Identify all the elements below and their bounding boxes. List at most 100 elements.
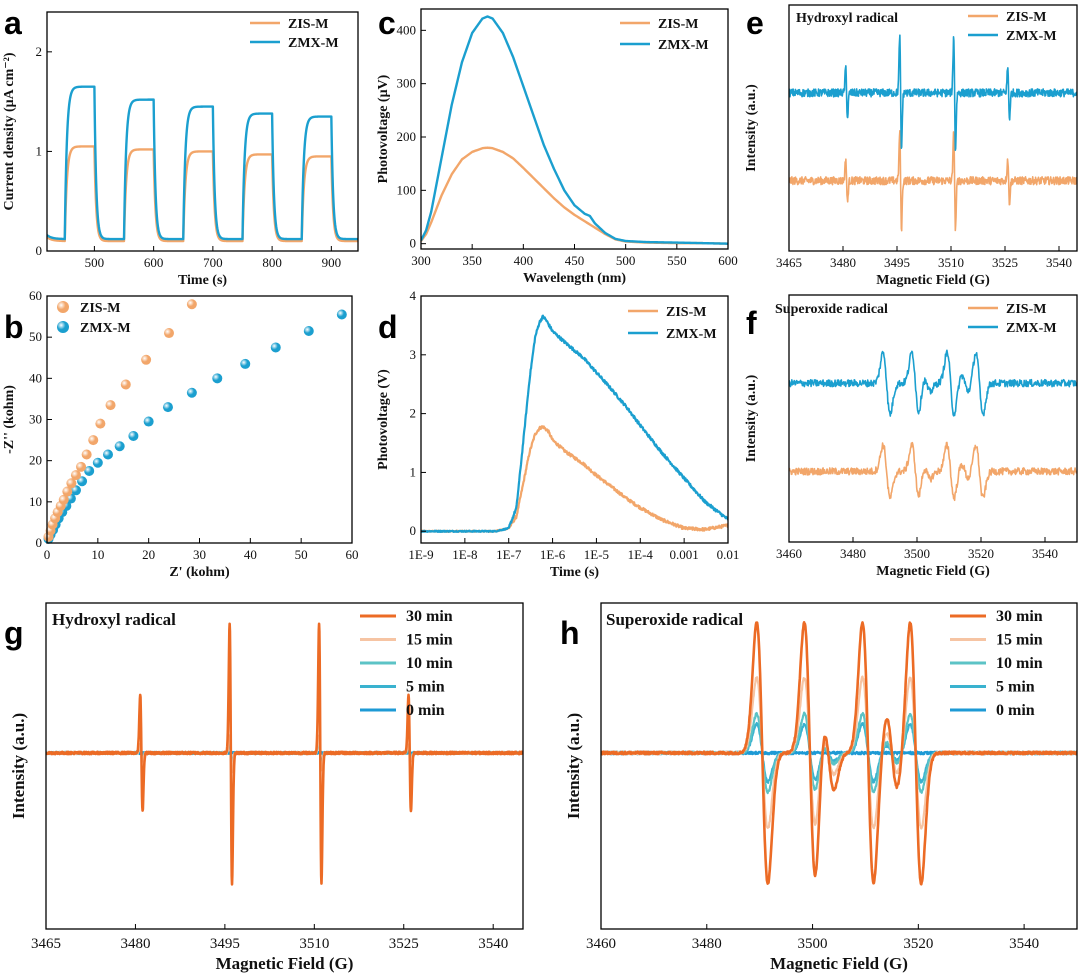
x-axis-label: Magnetic Field (G) [876,564,990,579]
y-axis-label: Intensity (a.u.) [564,713,583,819]
x-tick-label: 0.001 [670,547,699,562]
data-point-zmx-m [92,457,103,468]
chart-title: Hydroxyl radical [52,610,176,629]
x-axis-label: Time (s) [550,565,599,580]
data-point-zmx-m [103,449,113,460]
legend-entry: ZMX-M [1006,29,1057,44]
x-tick-label: 800 [262,255,282,270]
x-tick-label: 3480 [120,936,150,952]
legend-entry: ZMX-M [666,327,717,342]
panel-b: 0 10 20 30 40 50 60 0 10 20 30 40 50 60 b Z' (kohm) -Z''… [2,288,359,580]
legend-entry: 30 min [996,608,1043,625]
data-point-zis-m [88,435,99,446]
legend-entry: 10 min [996,655,1043,672]
series-line-30-min [601,620,1077,886]
y-tick-label: 3 [410,347,417,362]
panel-e: 3465 3480 3495 3510 3525 3540 e Magnetic Field … [744,4,1078,288]
panel-c: 300 350 400 450 500 550 6000100200300400cWavel… [376,5,738,286]
x-tick-label: 1E-6 [540,547,566,562]
legend-entry: ZIS-M [1006,10,1046,25]
x-tick-label: 40 [244,547,257,562]
plot-frame [46,11,359,252]
legend-entry: 10 min [406,655,453,672]
x-tick-label: 3510 [299,936,329,952]
legend-entry: ZIS-M [666,305,706,320]
y-axis-label: Intensity (a.u.) [744,84,759,172]
x-tick-label: 20 [142,547,155,562]
y-tick-label: 60 [29,288,42,303]
x-axis-label: Z' (kohm) [169,565,230,580]
x-tick-label: 1E-8 [452,547,477,562]
x-tick-label: 500 [616,253,636,268]
x-tick-label: 3500 [904,546,930,561]
x-tick-label: 300 [411,253,431,268]
x-tick-label: 3480 [830,255,856,270]
data-point-zmx-m [143,416,154,427]
plot-frame [46,295,353,544]
y-tick-label: 10 [29,494,42,509]
series-line-zmx-m [421,15,728,245]
panel-label: e [746,5,764,41]
data-point-zis-m [95,418,106,429]
data-point-zis-m [164,328,174,339]
x-tick-label: 500 [85,255,105,270]
panel-label: g [4,615,24,651]
x-tick-label: 350 [462,253,482,268]
x-axis-label: Time (s) [178,273,227,288]
x-tick-label: 30 [193,547,206,562]
x-tick-label: 3465 [776,255,802,270]
x-tick-label: 1E-4 [628,547,654,562]
x-tick-label: 3460 [776,546,802,561]
series-line-zmx-m [789,34,1077,152]
y-tick-label: 50 [29,329,42,344]
x-tick-label: 3510 [938,255,964,270]
panel-label: d [378,309,398,345]
data-point-zmx-m [212,373,223,384]
x-tick-label: 3525 [992,255,1018,270]
data-point-zmx-m [336,309,347,320]
x-tick-label: 550 [667,253,687,268]
x-tick-label: 1E-9 [408,547,433,562]
y-tick-label: 2 [36,44,43,59]
y-axis-label: Current density (μA cm⁻²) [2,52,17,210]
legend-entry: 5 min [406,679,445,696]
legend-entry: ZMX-M [1006,321,1057,336]
y-tick-label: 0 [410,523,417,538]
data-point-zis-m [120,379,131,390]
x-tick-label: 10 [91,547,104,562]
x-axis-label: Wavelength (nm) [523,271,626,286]
legend-entry: 0 min [996,702,1035,719]
legend-entry: 30 min [406,608,453,625]
data-point-zmx-m [240,358,251,369]
x-tick-label: 3465 [31,936,61,952]
x-tick-label: 450 [565,253,585,268]
panel-h: 3460 3480 3500 3520 3540 h Magnetic Field (G) I… [560,602,1078,973]
data-point-zmx-m [162,402,173,413]
panel-label: f [746,305,757,341]
y-axis-label: Intensity (a.u.) [744,374,759,462]
x-tick-label: 3495 [884,255,910,270]
y-tick-label: 40 [29,370,42,385]
y-axis-label: Photovoltage (μV) [376,74,391,183]
legend-entry: 15 min [996,632,1043,649]
data-point-zmx-m [77,476,88,487]
y-tick-label: 30 [29,412,42,427]
y-tick-label: 2 [410,406,417,421]
plot-frame [420,8,729,250]
y-tick-label: 1 [36,143,43,158]
x-tick-label: 3480 [840,546,866,561]
legend-entry: ZMX-M [80,321,131,336]
x-tick-label: 3460 [586,936,616,952]
x-tick-label: 3540 [1032,546,1058,561]
data-point-zis-m [58,494,69,505]
x-tick-label: 700 [203,255,223,270]
chart-title: Superoxide radical [775,302,888,317]
y-tick-label: 300 [397,76,417,91]
x-tick-label: 0.01 [717,547,740,562]
panel-label: h [560,615,580,651]
plot-frame [45,602,524,930]
x-tick-label: 3540 [1046,255,1072,270]
series-line-zis-m [789,130,1077,232]
plot-frame [788,4,1078,252]
